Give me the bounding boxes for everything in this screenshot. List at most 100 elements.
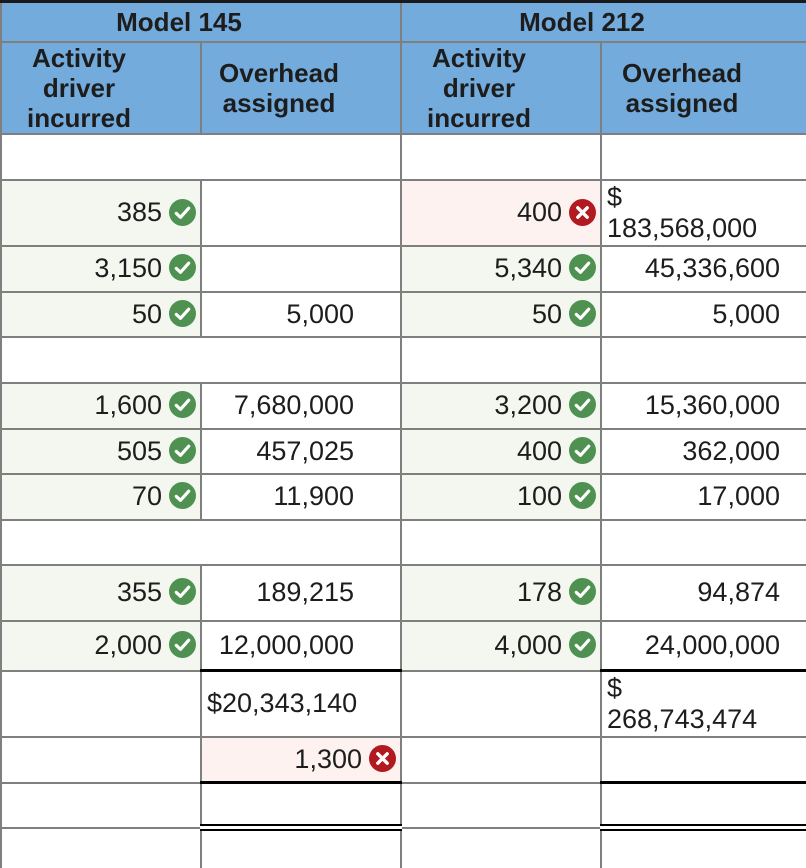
cell-value: 50	[131, 298, 162, 329]
table-row: 70 11,900 100 17,000	[0, 472, 806, 521]
activity-driver-cell[interactable]: 100	[400, 472, 602, 521]
overhead-assigned-cell[interactable]: 12,000,000	[200, 619, 402, 673]
table-row: 50 5,000 50 5,000	[0, 290, 806, 338]
activity-driver-cell[interactable]: 2,000	[0, 619, 202, 672]
cell-value: 5,000	[712, 298, 780, 329]
overhead-total-cell[interactable]: $20,343,140	[200, 669, 402, 738]
table-body: 385 400 $ 183,568,000 3,150 5,340 45,336,600 5…	[0, 132, 806, 868]
check-icon	[169, 482, 196, 510]
check-icon	[569, 436, 596, 464]
cell-value: 70	[131, 481, 162, 512]
x-icon	[369, 745, 396, 773]
activity-driver-cell[interactable]: 385	[0, 178, 202, 247]
spacer-cell	[400, 132, 602, 181]
table-row: 1,600 7,680,000 3,200 15,360,000	[0, 381, 806, 430]
col-header-activity-driver-212: Activity driver incurred	[400, 40, 602, 135]
check-icon	[569, 578, 596, 606]
overhead-assigned-cell[interactable]: 5,000	[200, 290, 402, 338]
overhead-assigned-cell[interactable]: 5,000	[600, 290, 806, 338]
overhead-assigned-cell[interactable]: 15,360,000	[600, 381, 806, 430]
cell-value: 400	[516, 197, 562, 228]
overhead-assigned-cell[interactable]	[600, 735, 806, 785]
activity-driver-cell[interactable]: 70	[0, 472, 202, 521]
check-icon	[569, 391, 596, 419]
table-row	[0, 781, 806, 832]
model-header-row: Model 145 Model 212	[0, 0, 806, 43]
cell-value: 1,300	[294, 743, 362, 774]
spacer-cell	[400, 518, 602, 566]
empty-cell	[400, 781, 602, 829]
overhead-assigned-cell[interactable]: 24,000,000	[600, 619, 806, 673]
table-row	[0, 826, 806, 868]
overhead-assigned-cell[interactable]	[200, 244, 402, 293]
spacer-cell	[600, 132, 806, 181]
cell-value: $ 268,743,474	[607, 673, 758, 735]
activity-driver-cell[interactable]: 50	[0, 290, 202, 338]
activity-driver-cell[interactable]: 400	[400, 427, 602, 475]
check-icon	[169, 436, 196, 464]
empty-cell	[0, 826, 202, 868]
overhead-assigned-cell[interactable]: 457,025	[200, 427, 402, 475]
spacer-row	[0, 335, 806, 384]
activity-driver-cell[interactable]: 50	[400, 290, 602, 338]
empty-cell	[0, 781, 202, 829]
empty-cell	[200, 781, 402, 832]
empty-cell	[600, 826, 806, 868]
cell-value: 50	[531, 298, 562, 329]
overhead-total-cell[interactable]: $ 183,568,000	[600, 178, 806, 247]
activity-driver-cell[interactable]: 400	[400, 178, 602, 247]
cell-value: 7,680,000	[233, 390, 354, 421]
overhead-assigned-cell[interactable]: 17,000	[600, 472, 806, 521]
activity-driver-cell[interactable]: 178	[400, 563, 602, 622]
empty-cell	[0, 669, 202, 738]
cell-value: 2,000	[94, 630, 162, 661]
activity-driver-cell[interactable]: 3,150	[0, 244, 202, 293]
col-header-overhead-assigned-212: Overhead assigned	[600, 40, 806, 135]
cell-value: 385	[116, 197, 162, 228]
activity-driver-cell[interactable]: 1,600	[0, 381, 202, 430]
overhead-assigned-cell[interactable]: 45,336,600	[600, 244, 806, 293]
overhead-assigned-cell[interactable]	[200, 178, 402, 247]
check-icon	[569, 299, 596, 327]
spacer-cell	[400, 335, 602, 384]
overhead-assigned-cell[interactable]: 7,680,000	[200, 381, 402, 430]
cell-value: 3,200	[494, 390, 562, 421]
cell-value: 15,360,000	[644, 390, 780, 421]
table-row: 1,300	[0, 735, 806, 785]
overhead-assigned-cell[interactable]: 11,900	[200, 472, 402, 521]
col-header-activity-driver-145: Activity driver incurred	[0, 40, 202, 135]
cell-value: 400	[516, 435, 562, 466]
activity-driver-cell[interactable]: 5,340	[400, 244, 602, 293]
cell-value: 178	[516, 577, 562, 608]
cell-value: 3,150	[94, 253, 162, 284]
check-icon	[169, 299, 196, 327]
overhead-assigned-cell[interactable]: 189,215	[200, 563, 402, 622]
col-header-overhead-assigned-145: Overhead assigned	[200, 40, 402, 135]
check-icon	[169, 631, 196, 659]
spacer-cell	[0, 335, 402, 384]
check-icon	[569, 631, 596, 659]
spacer-row	[0, 132, 806, 181]
empty-cell	[600, 781, 806, 832]
cell-value: 1,600	[94, 390, 162, 421]
spacer-cell	[600, 518, 806, 566]
cell-value: 362,000	[682, 435, 780, 466]
overhead-assigned-cell[interactable]: 94,874	[600, 563, 806, 622]
table-row: 385 400 $ 183,568,000	[0, 178, 806, 247]
cell-value: 505	[116, 435, 162, 466]
overhead-total-cell[interactable]: $ 268,743,474	[600, 669, 806, 738]
model-145-header: Model 145	[0, 0, 402, 43]
activity-driver-cell[interactable]: 505	[0, 427, 202, 475]
cell-value: 189,215	[256, 577, 354, 608]
model-212-header: Model 212	[400, 0, 806, 43]
activity-driver-cell[interactable]: 1,300	[200, 735, 402, 785]
activity-driver-cell[interactable]: 3,200	[400, 381, 602, 430]
activity-driver-cell[interactable]: 4,000	[400, 619, 602, 672]
empty-cell	[400, 826, 602, 868]
overhead-assigned-cell[interactable]: 362,000	[600, 427, 806, 475]
check-icon	[169, 254, 196, 282]
activity-driver-cell[interactable]: 355	[0, 563, 202, 622]
spacer-cell	[0, 518, 402, 566]
table-header: Model 145 Model 212 Activity driver incu…	[0, 0, 806, 135]
